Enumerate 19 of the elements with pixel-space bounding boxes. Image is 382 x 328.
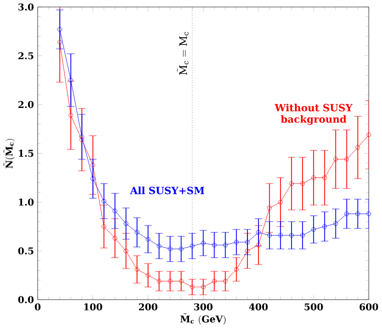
y-tick-label: 1.0 [18, 198, 34, 206]
x-tick-label: 300 [194, 303, 213, 310]
x-tick-label: 100 [84, 303, 102, 310]
y-tick-label: 0.5 [18, 247, 34, 254]
x-tick-label: 200 [138, 303, 158, 310]
x-tick-label: 0 [34, 303, 40, 310]
y-tick-label: 3.0 [18, 3, 34, 10]
y-tick-label: 0.0 [18, 296, 34, 304]
annotation: Without SUSY background [274, 104, 353, 125]
y-tick-label: 2.0 [18, 100, 34, 108]
annotation: All SUSY+SM [130, 186, 204, 194]
y-tick-label: 2.5 [18, 52, 34, 60]
x-axis-title: $\tilde{\mathbf{M}}_{\mathbf{c}}\ \mathbf{(GeV)}$ [180, 313, 226, 325]
x-tick-label: 600 [360, 303, 378, 310]
y-axis-title: $\tilde{\mathbf{N}}(\tilde{\mathbf{M}}_{\mathbf{c}})$ [3, 138, 15, 168]
x-tick-label: 500 [304, 303, 323, 310]
y-tick-label: 1.5 [18, 150, 34, 157]
ref-line-label: $\tilde{\mathrm{M}}_{\mathrm{c}}=\mathrm{M}_{\mathrm{c}}$ [176, 32, 189, 75]
x-tick-label: 400 [249, 303, 268, 310]
